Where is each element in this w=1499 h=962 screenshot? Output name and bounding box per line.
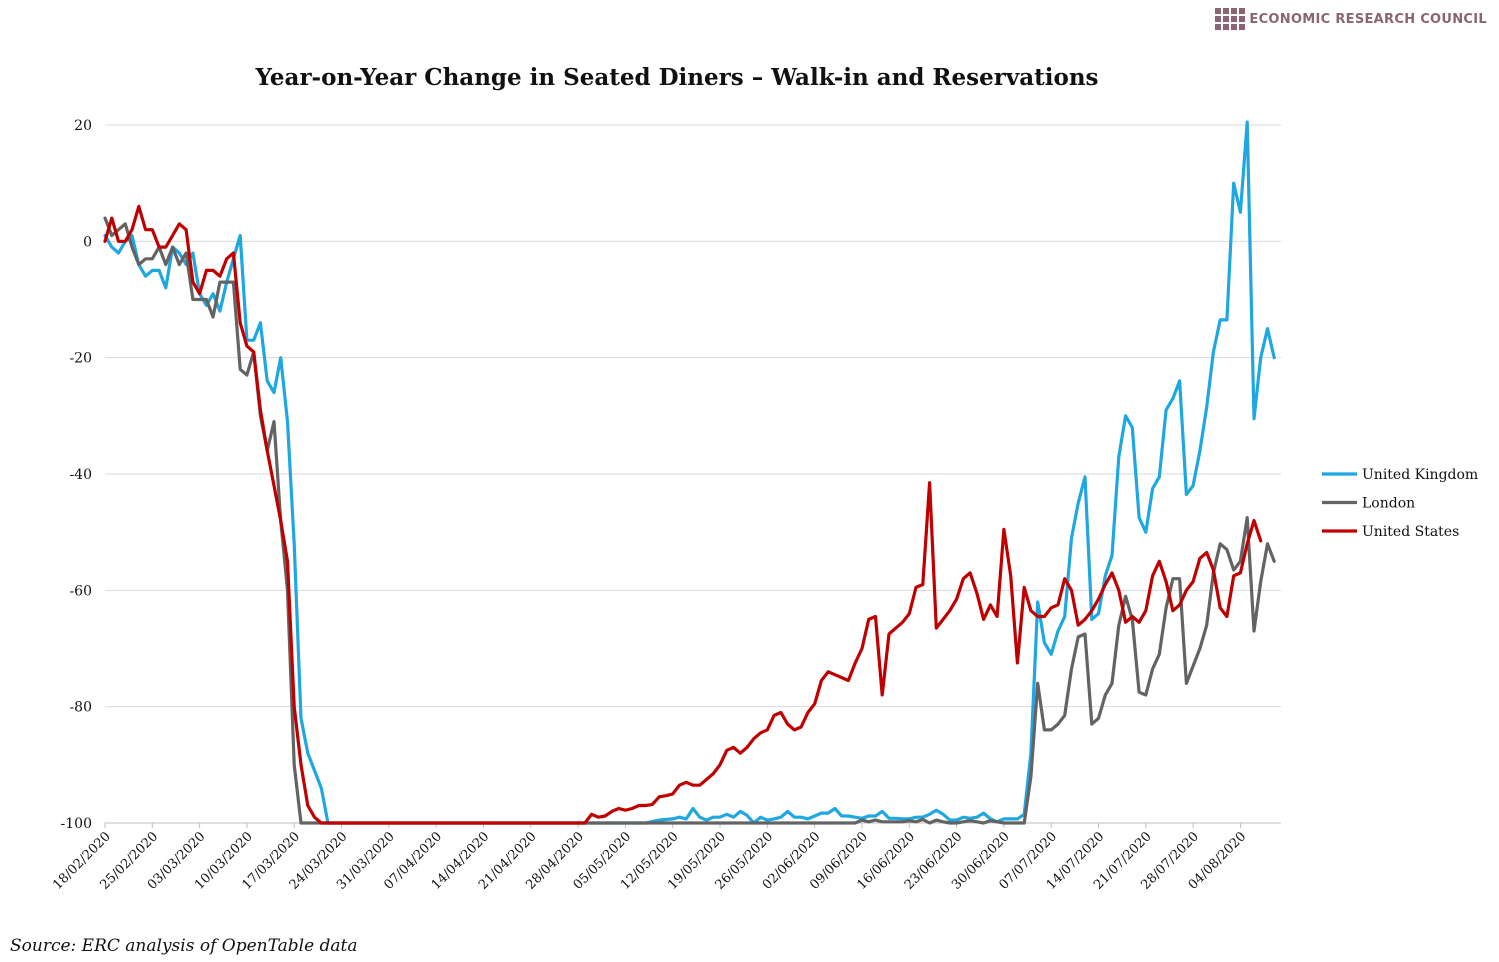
legend: United Kingdom London United States <box>1322 467 1478 540</box>
grid-lines <box>105 124 1281 824</box>
y-tick-label: -80 <box>69 700 92 716</box>
y-axis-ticks: 20 0 -20 -40 -60 -80 -100 <box>61 118 92 832</box>
y-tick-label: -40 <box>69 467 92 483</box>
series-line <box>103 120 1276 825</box>
series-lines <box>103 120 1276 825</box>
x-axis-ticks: 18/02/202025/02/202003/03/202010/03/2020… <box>50 823 1249 893</box>
legend-label: London <box>1362 496 1415 512</box>
org-name: ECONOMIC RESEARCH COUNCIL <box>1249 11 1487 27</box>
grid-squares-logo-icon <box>1215 8 1246 30</box>
y-tick-label: -100 <box>61 816 92 832</box>
y-tick-label: -60 <box>69 583 92 599</box>
series-line <box>103 204 1263 825</box>
y-tick-label: -20 <box>69 351 92 367</box>
y-tick-label: 20 <box>74 118 92 134</box>
legend-label: United Kingdom <box>1362 467 1478 483</box>
source-note: Source: ERC analysis of OpenTable data <box>10 936 358 956</box>
chart-title: Year-on-Year Change in Seated Diners – W… <box>255 64 1099 91</box>
brand-logo: ECONOMIC RESEARCH COUNCIL <box>1215 8 1487 30</box>
legend-label: United States <box>1362 524 1459 540</box>
y-tick-label: 0 <box>83 234 92 250</box>
